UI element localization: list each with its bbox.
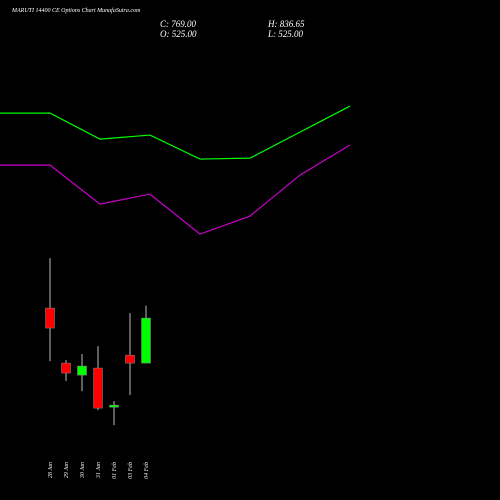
x-tick-label: 29 Jan <box>64 462 70 478</box>
x-tick-label: 30 Jan <box>80 462 86 479</box>
x-tick-label: 03 Feb <box>128 462 134 479</box>
candle-body <box>125 354 135 364</box>
candle-body <box>45 307 55 329</box>
candle-body <box>61 362 71 374</box>
candle-body <box>93 367 103 409</box>
stat-open: O: 525.00 <box>160 29 197 39</box>
x-tick-label: 04 Feb <box>143 462 150 479</box>
candle-body <box>109 404 119 408</box>
indicator-line <box>0 144 351 235</box>
x-tick-label: 28 Jan <box>48 462 54 478</box>
candle-body <box>77 365 87 376</box>
candle-body <box>141 317 151 364</box>
stat-low: L: 525.00 <box>267 29 304 39</box>
stat-high: H: 836.65 <box>267 19 305 29</box>
indicator-line <box>0 105 351 160</box>
x-tick-label: 31 Jan <box>96 462 102 479</box>
stat-close: C: 769.00 <box>160 19 197 29</box>
x-tick-label: 01 Feb <box>112 462 118 479</box>
chart-title: MARUTI 14400 CE Options Chart MunafaSutr… <box>11 7 141 14</box>
